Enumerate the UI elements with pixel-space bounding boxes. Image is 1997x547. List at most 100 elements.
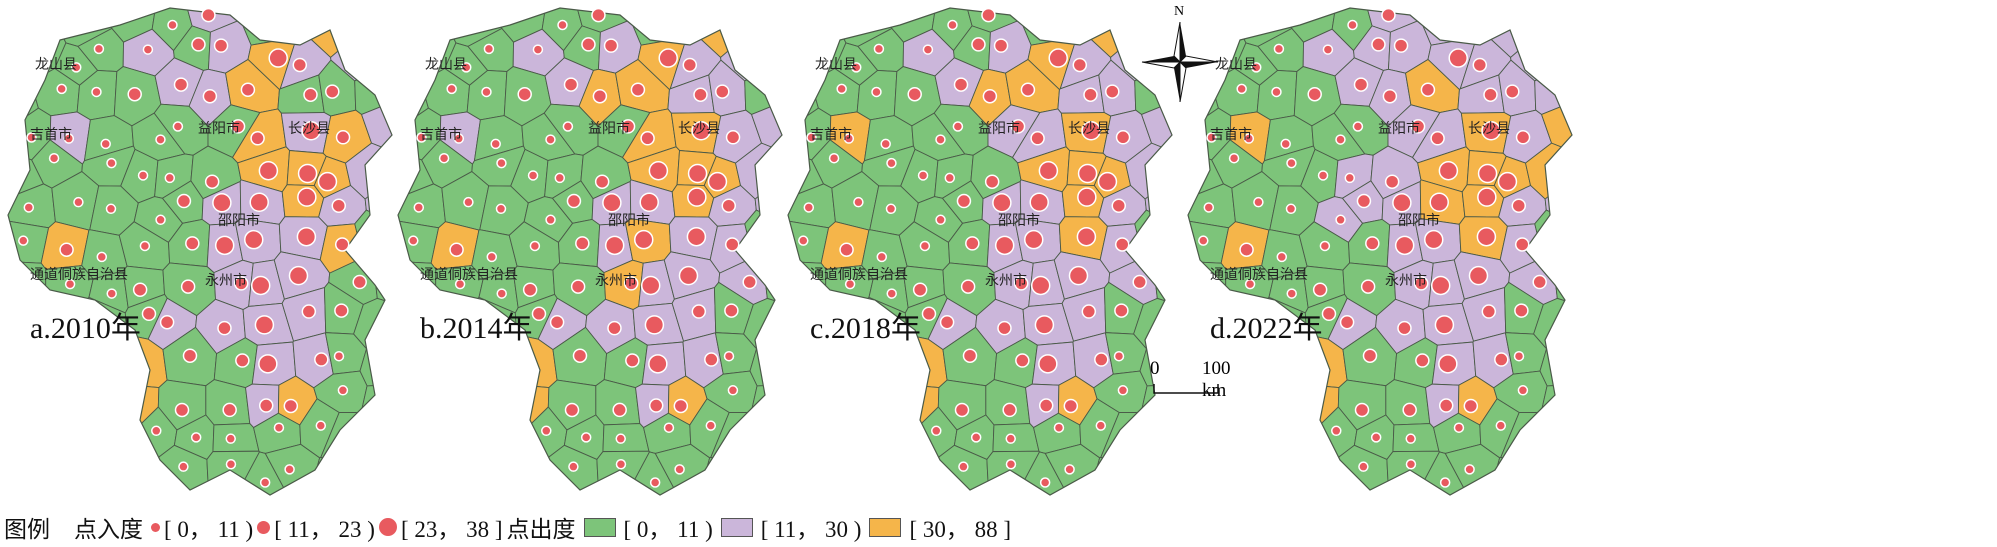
in-degree-dot [1382, 88, 1398, 104]
county-region [8, 421, 59, 471]
region-map [7, 7, 393, 496]
in-degree-dot [59, 242, 74, 257]
in-degree-dot [1415, 353, 1430, 368]
in-degree-dot [517, 86, 532, 102]
in-degree-dot [615, 433, 626, 444]
county-region [1544, 159, 1572, 237]
in-degree-dot [727, 385, 739, 396]
in-degree-dot [172, 121, 184, 132]
legend-in-range-3: [ 23， 38 ] [400, 517, 503, 542]
county-region [51, 408, 99, 460]
in-degree-dot [725, 130, 741, 145]
in-degree-dot [1335, 214, 1346, 226]
county-region [398, 432, 436, 495]
in-degree-dot [1392, 193, 1412, 213]
county-region [815, 451, 870, 495]
in-degree-dot [1356, 193, 1372, 209]
in-degree-dot [1077, 187, 1097, 207]
in-degree-dot [1477, 163, 1498, 184]
in-degree-dot [922, 44, 934, 55]
in-degree-dot [1448, 48, 1468, 68]
in-degree-dot [1481, 120, 1501, 141]
in-degree-dot [142, 44, 154, 55]
in-degree-dot [1097, 171, 1118, 192]
in-degree-dot [105, 203, 117, 215]
place-label: 吉首市 [420, 128, 462, 143]
in-degree-dot [939, 314, 955, 330]
county-region [398, 341, 447, 390]
in-degree-dot [91, 86, 102, 98]
county-region [1215, 451, 1270, 495]
in-degree-dot [693, 87, 708, 102]
in-degree-dot [463, 196, 474, 208]
in-degree-dot [603, 38, 619, 53]
in-degree-dot [1511, 198, 1527, 213]
in-degree-dot [591, 7, 606, 23]
in-degree-dot [532, 44, 544, 55]
in-degree-dot [93, 43, 105, 55]
in-degree-dot [1068, 265, 1089, 286]
in-degree-dot [233, 276, 249, 291]
in-degree-dot [691, 304, 707, 319]
map-panel: 龙山县 吉首市 益阳市 长沙县 邵阳市 通道侗族自治县 永州市 d.2022年 [1180, 0, 1580, 500]
in-degree-dot [836, 83, 847, 95]
place-label: 邵阳市 [1398, 214, 1440, 229]
in-degree-dot [1514, 237, 1530, 252]
in-degree-dot [254, 315, 275, 335]
in-degree-dot [880, 138, 891, 150]
in-degree-dot [1239, 242, 1254, 257]
in-degree-dot [843, 133, 855, 144]
in-degree-dot [70, 62, 82, 73]
county-region [1188, 421, 1239, 471]
in-degree-dot [73, 196, 84, 208]
in-degree-dot [1030, 275, 1051, 296]
in-degree-dot [1505, 84, 1520, 99]
in-degree-dot [984, 174, 1000, 189]
county-region [788, 432, 826, 495]
in-degree-dot [554, 172, 566, 184]
in-degree-dot [250, 275, 271, 296]
county-region [788, 421, 839, 471]
in-degree-dot [648, 354, 668, 374]
in-degree-dot [1481, 304, 1497, 319]
in-degree-dot [564, 402, 580, 418]
in-degree-dot [1483, 87, 1498, 102]
in-degree-dot [981, 7, 996, 23]
in-degree-dot [1413, 276, 1429, 291]
in-degree-dot [139, 240, 151, 252]
in-degree-dot [1464, 464, 1475, 475]
province-outline [397, 7, 783, 496]
in-degree-dot [921, 306, 937, 322]
county-region [1137, 421, 1172, 462]
in-degree-dot [225, 459, 237, 470]
in-degree-dot [190, 432, 202, 443]
in-degree-dot [630, 82, 646, 97]
place-label: 龙山县 [35, 58, 77, 73]
region-map [397, 7, 783, 496]
in-degree-dot [682, 57, 698, 73]
in-degree-dot [623, 276, 639, 291]
county-region [856, 452, 910, 495]
in-degree-dot [1005, 459, 1017, 470]
legend-dot-medium [257, 520, 271, 534]
in-degree-dot [644, 315, 665, 335]
in-degree-dot [1038, 398, 1054, 413]
in-degree-dot [1344, 172, 1356, 184]
in-degree-dot [1405, 433, 1416, 444]
place-label: 长沙县 [1468, 122, 1510, 137]
in-degree-dot [1438, 354, 1458, 374]
place-label: 吉首市 [1210, 128, 1252, 143]
map-panel: 龙山县 吉首市 益阳市 长沙县 邵阳市 通道侗族自治县 永州市 b.2014年 [390, 0, 790, 500]
province-outline [7, 7, 393, 496]
in-degree-dot [557, 19, 568, 31]
county-region [247, 8, 329, 36]
legend-out-range-2: [ 11， 30 ) [760, 517, 862, 542]
county-region [831, 408, 879, 460]
in-degree-dot [527, 170, 539, 181]
in-degree-dot [212, 193, 232, 213]
county-region [95, 412, 140, 460]
in-degree-dot [217, 320, 232, 336]
in-degree-dot [620, 119, 636, 134]
in-degree-dot [1438, 398, 1454, 413]
in-degree-dot [885, 203, 897, 215]
